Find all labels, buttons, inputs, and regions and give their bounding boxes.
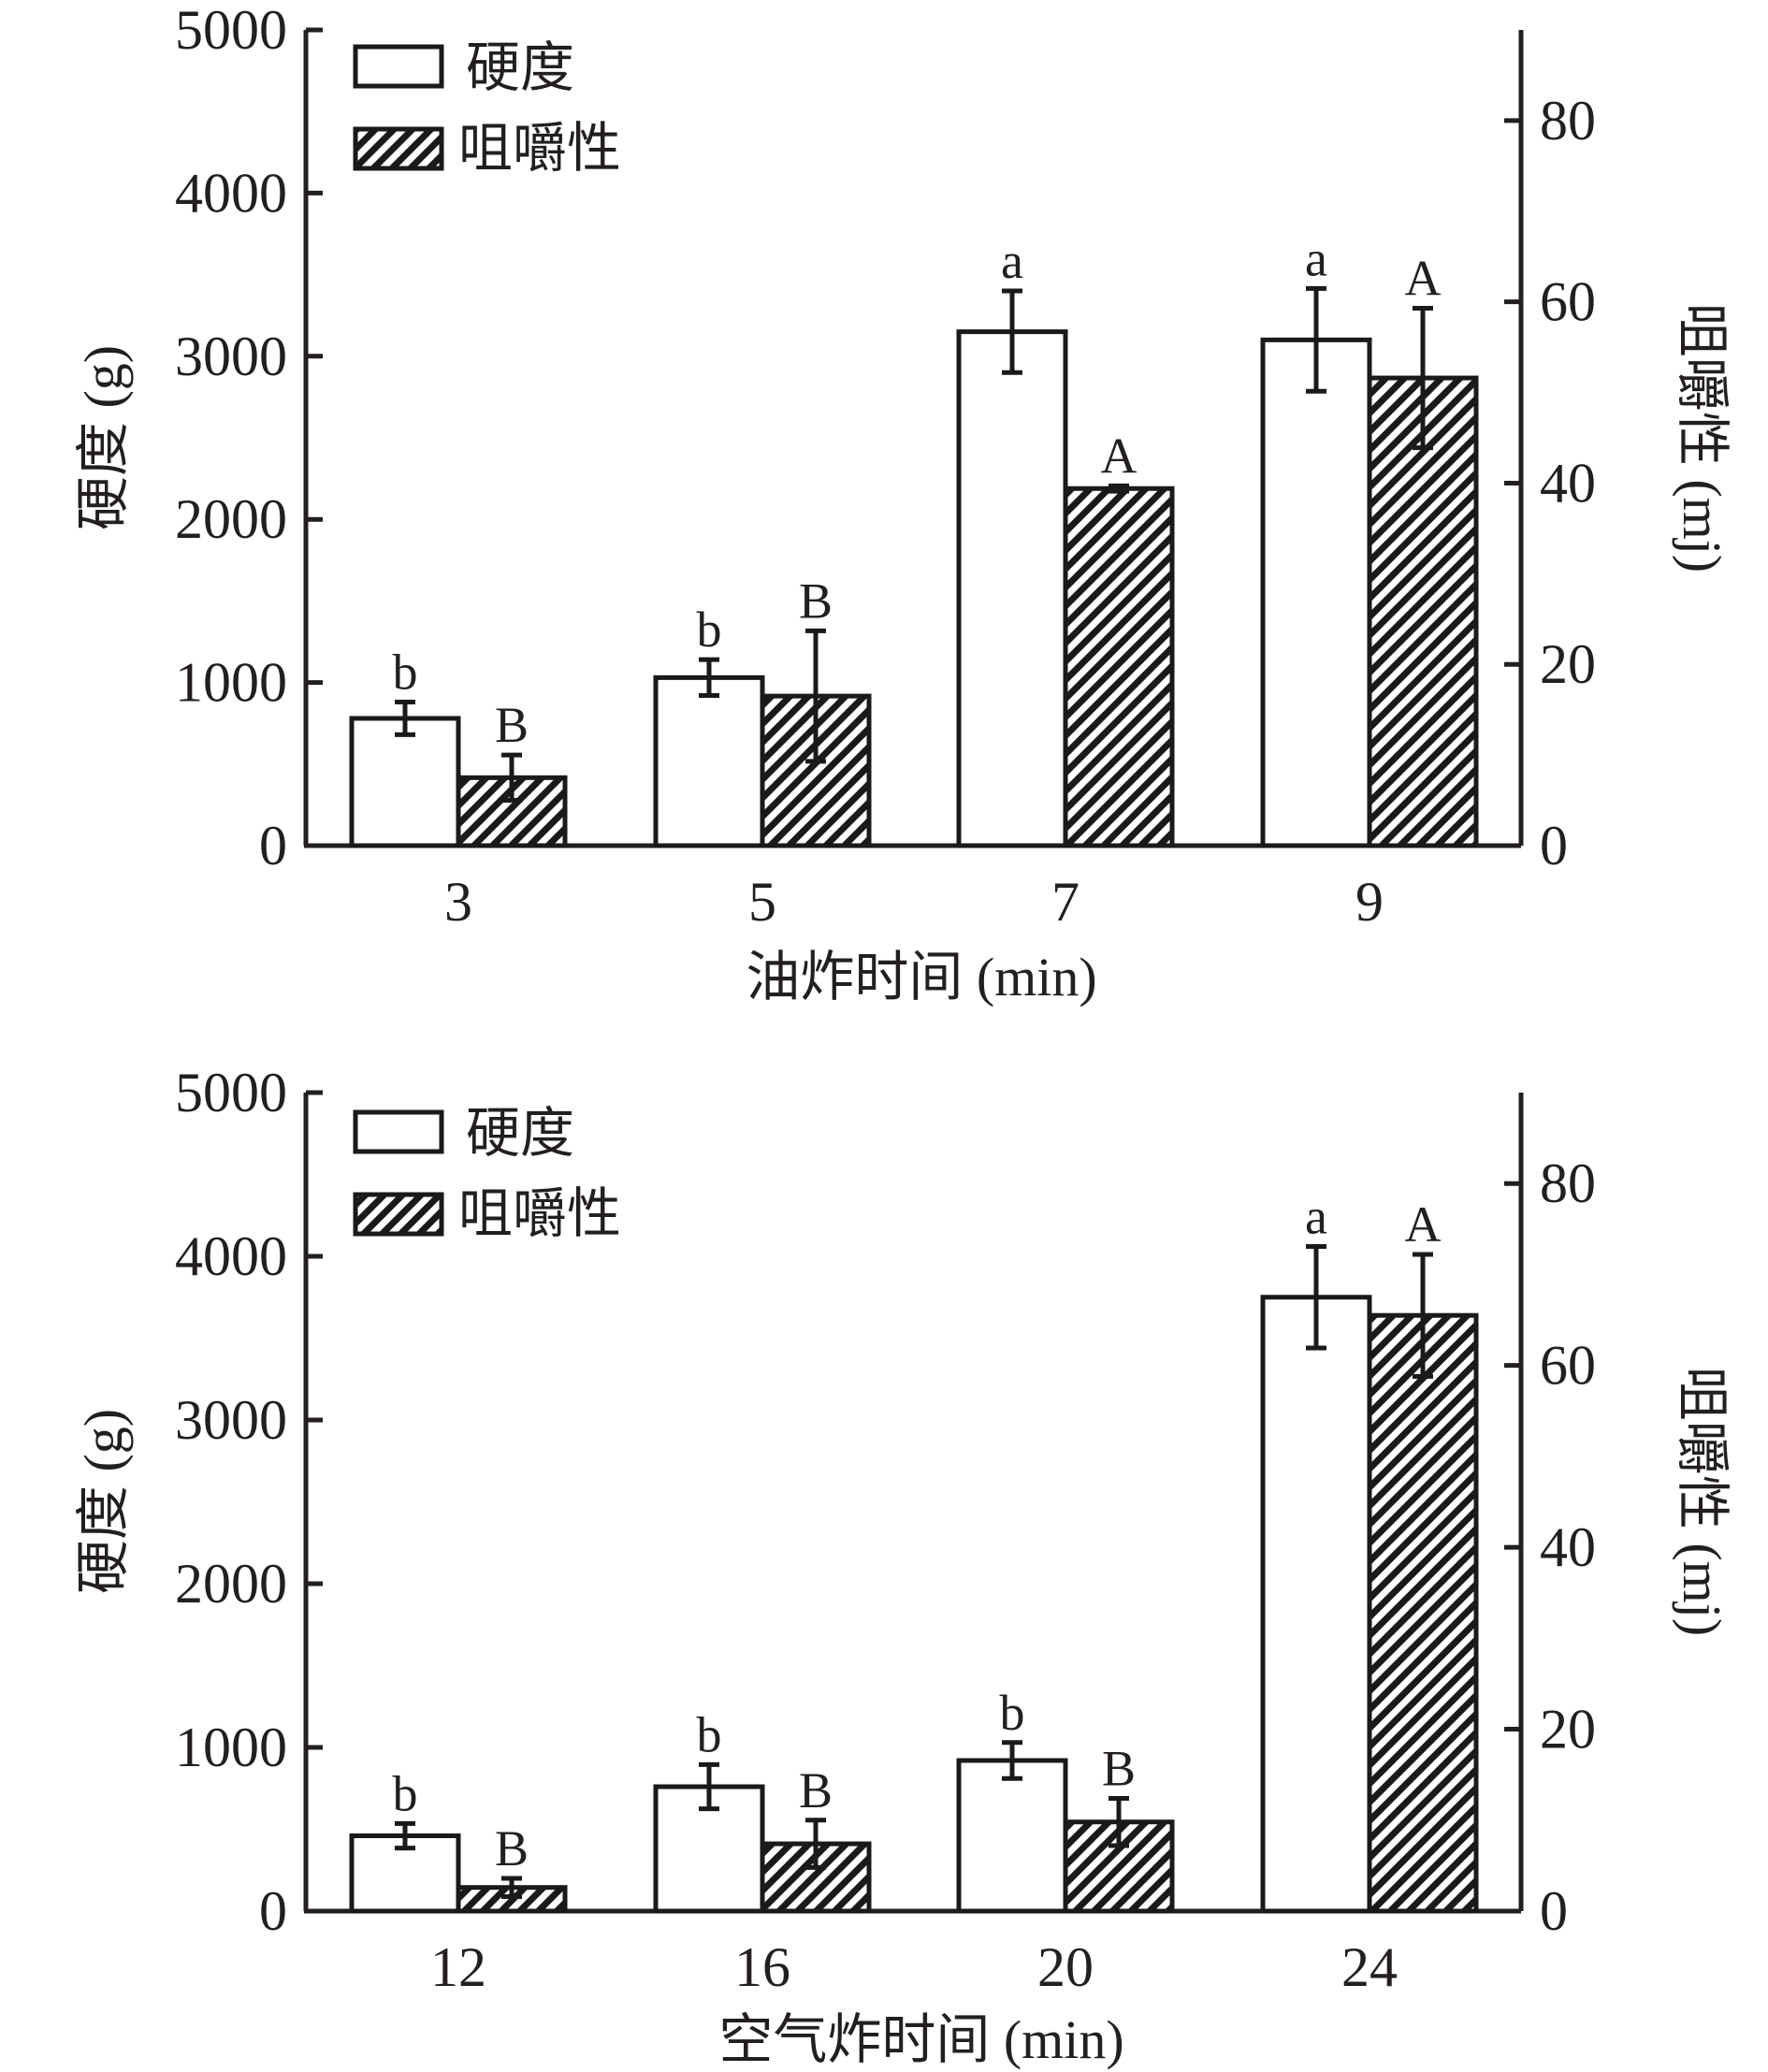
- significance-label-chewiness: B: [1102, 1740, 1136, 1796]
- y-axis-title-left: 硬度 (g): [73, 1409, 134, 1594]
- y-tick-label-right: 20: [1540, 1699, 1596, 1760]
- error-bar: [699, 657, 719, 699]
- y-tick-label-left: 2000: [175, 488, 287, 550]
- y-tick-label-left: 4000: [175, 1225, 287, 1287]
- legend: 硬度 咀嚼性: [353, 1103, 621, 1244]
- legend: 硬度 咀嚼性: [353, 37, 621, 179]
- error-bar: [1002, 1740, 1022, 1781]
- bar-hardness: [1260, 1295, 1372, 1914]
- bar-hardness: [653, 674, 765, 848]
- significance-label-hardness: a: [1001, 233, 1023, 289]
- y-tick-label-right: 0: [1540, 815, 1568, 877]
- error-bar: [501, 1876, 522, 1899]
- significance-label-hardness: b: [393, 1765, 418, 1821]
- y-tick-label-right: 40: [1540, 1516, 1596, 1578]
- legend-swatch-chewiness: [353, 126, 444, 171]
- y-tick-label-left: 1000: [175, 1717, 287, 1778]
- bar-hardness: [349, 716, 461, 848]
- y-axis-title-left: 硬度 (g): [73, 345, 134, 530]
- y-tick-label-right: 60: [1540, 271, 1596, 333]
- bar-chewiness: [1063, 485, 1175, 848]
- significance-label-chewiness: B: [799, 572, 833, 629]
- significance-label-hardness: b: [697, 1706, 722, 1762]
- x-tick-label: 20: [1037, 1936, 1094, 1998]
- error-bar: [395, 700, 415, 737]
- y-tick-label-left: 1000: [175, 652, 287, 714]
- y-tick-label-left: 3000: [175, 326, 287, 387]
- legend-label-chewiness: 咀嚼性: [458, 1183, 621, 1244]
- y-tick-label-left: 0: [259, 1880, 287, 1942]
- y-tick-label-right: 0: [1540, 1880, 1568, 1942]
- legend-label-hardness: 硬度: [466, 37, 574, 98]
- y-tick-label-right: 80: [1540, 1152, 1596, 1214]
- x-tick-label: 5: [748, 871, 776, 933]
- bar-chewiness: [1367, 1312, 1479, 1914]
- error-bar: [1413, 305, 1433, 451]
- significance-label-chewiness: B: [495, 697, 529, 753]
- error-bar: [805, 1818, 826, 1870]
- y-tick-label-right: 20: [1540, 633, 1596, 695]
- legend-swatch-chewiness: [353, 1192, 444, 1237]
- y-tick-label-left: 5000: [175, 1062, 287, 1123]
- significance-label-chewiness: A: [1101, 427, 1138, 484]
- legend-label-hardness: 硬度: [466, 1103, 574, 1164]
- bar-chewiness: [1367, 375, 1479, 848]
- significance-label-chewiness: A: [1405, 250, 1442, 306]
- y-axis-title-right: 咀嚼性 (mj): [1672, 303, 1732, 572]
- chart-panel-air-frying: 硬度 (g) 咀嚼性 (mj) 空气炸时间 (min) 硬度 咀嚼性 0 1000…: [73, 1062, 1732, 2070]
- y-tick-label-left: 3000: [175, 1389, 287, 1451]
- y-tick-label-left: 4000: [175, 162, 287, 224]
- y-tick-label-left: 0: [259, 815, 287, 877]
- x-tick-label: 16: [734, 1936, 790, 1998]
- error-bar: [1109, 483, 1129, 494]
- y-tick-label-right: 60: [1540, 1335, 1596, 1397]
- error-bar: [1002, 288, 1022, 375]
- error-bar: [1109, 1795, 1129, 1848]
- x-axis-title: 油炸时间 (min): [746, 947, 1096, 1007]
- significance-label-hardness: b: [697, 601, 722, 658]
- y-tick-label-left: 2000: [175, 1553, 287, 1615]
- y-tick-label-right: 80: [1540, 90, 1596, 152]
- x-axis-title: 空气炸时间 (min): [718, 2009, 1123, 2070]
- x-tick-label: 24: [1341, 1936, 1398, 1998]
- error-bar: [699, 1761, 719, 1812]
- y-tick-label-left: 5000: [175, 0, 287, 61]
- error-bar: [1306, 1244, 1326, 1351]
- bar-hardness: [1260, 337, 1372, 848]
- y-tick-label-right: 40: [1540, 452, 1596, 514]
- significance-label-hardness: b: [1000, 1685, 1025, 1741]
- significance-label-chewiness: B: [799, 1762, 833, 1818]
- error-bar: [1306, 285, 1326, 394]
- legend-label-chewiness: 咀嚼性: [458, 118, 621, 179]
- error-bar: [805, 628, 826, 764]
- significance-label-hardness: a: [1305, 1189, 1327, 1245]
- significance-label-hardness: a: [1305, 230, 1327, 286]
- significance-label-chewiness: A: [1405, 1196, 1442, 1253]
- error-bar: [501, 752, 522, 804]
- chart-panel-frying: 硬度 (g) 咀嚼性 (mj) 油炸时间 (min) 硬度 咀嚼性 0 1000 2…: [73, 0, 1732, 1007]
- legend-swatch-hardness: [353, 44, 444, 89]
- legend-swatch-hardness: [353, 1109, 444, 1154]
- x-tick-label: 3: [444, 871, 472, 933]
- error-bar: [395, 1820, 415, 1851]
- y-axis-title-right: 咀嚼性 (mj): [1672, 1367, 1732, 1636]
- x-tick-label: 7: [1051, 871, 1080, 933]
- significance-label-hardness: b: [393, 645, 418, 701]
- significance-label-chewiness: B: [495, 1820, 529, 1876]
- x-tick-label: 9: [1355, 871, 1384, 933]
- bar-hardness: [956, 329, 1068, 848]
- x-tick-label: 12: [430, 1936, 486, 1998]
- bar-hardness: [956, 1758, 1068, 1914]
- error-bar: [1413, 1252, 1433, 1379]
